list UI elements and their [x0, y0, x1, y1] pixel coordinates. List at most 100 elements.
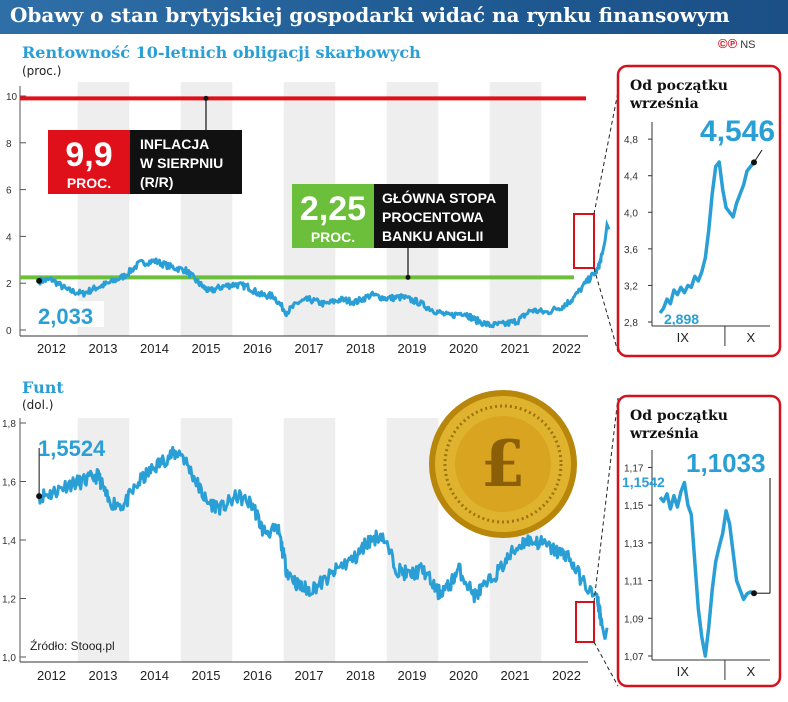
x-tick-label: 2016: [243, 341, 272, 356]
x-tick-label: 2012: [37, 341, 66, 356]
chart1-title: Rentowność 10-letnich obligacji skarbowy…: [22, 43, 421, 62]
copyright-icon: ©℗: [718, 36, 738, 51]
x-tick-label: 2016: [243, 668, 272, 683]
brand-code: NS: [740, 39, 756, 51]
year-band: [283, 418, 336, 662]
base-rate-label: GŁÓWNA STOPA: [382, 189, 496, 206]
source-note: Źródło: Stooq.pl: [30, 638, 115, 653]
y-tick-label: 4: [6, 232, 12, 243]
inset-y-tick-label: 1,15: [624, 501, 644, 512]
zoom-line: [593, 397, 619, 603]
base-rate-label: PROCENTOWA: [382, 209, 484, 225]
series-line-bond-yield-spike: [600, 218, 611, 256]
inset-x-tick-label: X: [747, 330, 756, 345]
base-rate-label-box: [374, 184, 508, 248]
y-tick-label: 8: [6, 139, 12, 150]
inflation-label: (R/R): [140, 174, 173, 190]
base-rate-label: BANKU ANGLII: [382, 228, 483, 244]
x-tick-label: 2020: [449, 341, 478, 356]
inset-x-tick-label: IX: [677, 330, 690, 345]
header-background: [0, 0, 788, 34]
inset-frame: [616, 64, 782, 358]
inset-y-tick-label: 4,8: [624, 135, 638, 146]
x-tick-label: 2014: [140, 341, 169, 356]
x-tick-label: 2015: [192, 668, 221, 683]
y-tick-label: 1,6: [2, 478, 16, 489]
x-tick-label: 2015: [192, 341, 221, 356]
inset-y-tick-label: 1,17: [624, 463, 644, 474]
y-tick-label: 2: [6, 279, 12, 290]
inset-y-tick-label: 4,4: [624, 172, 638, 183]
chart2-unit: (dol.): [22, 398, 53, 412]
series-line-pound-drop: [600, 624, 609, 640]
coin-ridge: [443, 404, 563, 524]
zoom-line: [593, 641, 619, 687]
inset-end-label: 4,546: [700, 115, 775, 148]
inset-title: września: [629, 96, 699, 112]
inset-y-tick-label: 2,8: [624, 318, 638, 329]
inset-y-tick-label: 1,13: [624, 539, 644, 550]
y-tick-label: 1,4: [2, 536, 16, 547]
x-tick-label: 2022: [552, 668, 581, 683]
x-tick-label: 2019: [398, 341, 427, 356]
inset-start-label: 2,898: [664, 311, 699, 327]
y-tick-label: 10: [6, 92, 18, 103]
inset-y-tick-label: 3,2: [624, 281, 638, 292]
year-band: [77, 82, 130, 336]
y-tick-label: 1,2: [2, 595, 16, 606]
inflation-value: 9,9: [65, 136, 112, 174]
start-value-label: 1,5524: [38, 436, 106, 461]
chart1-unit: (proc.): [22, 64, 61, 78]
inset-title: Od początku: [630, 408, 728, 424]
inflation-label: W SIERPNIU: [140, 155, 223, 171]
y-tick-label: 6: [6, 186, 12, 197]
x-tick-label: 2017: [295, 341, 324, 356]
highlight-box: [573, 213, 595, 269]
x-tick-label: 2021: [501, 668, 530, 683]
pound-coin-icon: £: [429, 390, 577, 538]
inflation-label-box: [130, 130, 242, 194]
x-tick-label: 2012: [37, 668, 66, 683]
series-line-bond-yield: [37, 252, 604, 329]
page-title: Obawy o stan brytyjskiej gospodarki wida…: [10, 3, 730, 27]
inflation-dot: [203, 95, 209, 101]
highlight-box: [575, 601, 595, 643]
inset-start-label: 1,1542: [622, 474, 665, 490]
base-rate-dot: [405, 274, 411, 280]
x-tick-label: 2021: [501, 341, 530, 356]
zoom-line: [593, 91, 619, 215]
base-rate-value: 2,25: [300, 190, 366, 228]
chart2-title: Funt: [22, 378, 64, 397]
series-line-pound: [37, 445, 604, 627]
coin-face: [455, 416, 551, 512]
inset-x-tick-label: X: [747, 664, 756, 679]
inset-series-line: [658, 160, 756, 315]
pound-glyph: £: [481, 427, 526, 502]
inset-y-tick-label: 1,07: [624, 652, 644, 663]
inset-x-tick-label: IX: [677, 664, 690, 679]
x-tick-label: 2014: [140, 668, 169, 683]
inset-y-tick-label: 3,6: [624, 245, 638, 256]
x-tick-label: 2020: [449, 668, 478, 683]
inset-y-tick-label: 1,09: [624, 614, 644, 625]
header-bar: Obawy o stan brytyjskiej gospodarki wida…: [0, 0, 788, 34]
inset-series-line: [658, 480, 755, 658]
x-tick-label: 2017: [295, 668, 324, 683]
y-tick-label: 1,0: [2, 653, 16, 664]
y-tick-label: 0: [6, 326, 12, 337]
x-tick-label: 2013: [89, 668, 118, 683]
zoom-line: [593, 267, 619, 353]
year-band: [180, 418, 233, 662]
start-value-label: 2,033: [38, 304, 93, 329]
y-tick-label: 1,8: [2, 419, 16, 430]
inset-title: września: [629, 426, 699, 442]
inset-title: Od początku: [630, 78, 728, 94]
inflation-value-box: [48, 130, 130, 194]
inset-y-tick-label: 1,11: [624, 577, 643, 588]
x-tick-label: 2018: [346, 668, 375, 683]
base-rate-value-box: [292, 184, 374, 248]
x-tick-label: 2019: [398, 668, 427, 683]
x-tick-label: 2022: [552, 341, 581, 356]
inset-end-label: 1,1033: [686, 448, 766, 478]
